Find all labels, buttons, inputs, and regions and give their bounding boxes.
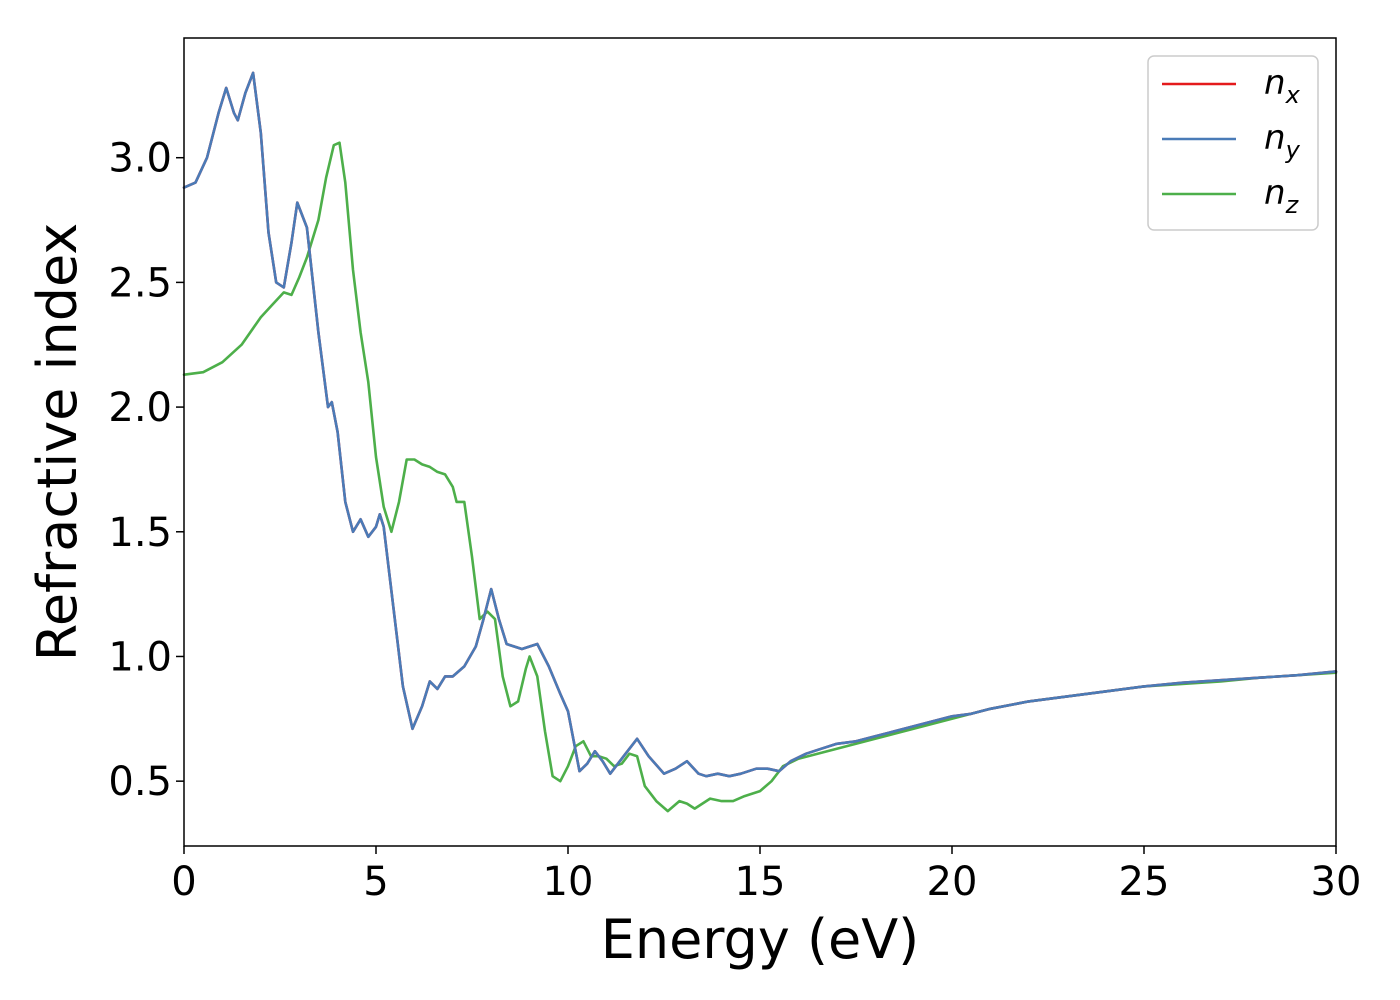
legend-label-base: n (1264, 118, 1286, 158)
x-tick-label: 0 (171, 859, 196, 905)
legend-label-subscript: y (1285, 136, 1301, 164)
x-axis-title: Energy (eV) (601, 908, 920, 971)
y-tick-label: 2.5 (108, 260, 172, 306)
y-tick-label: 3.0 (108, 136, 172, 182)
plot-lines (182, 71, 1338, 813)
legend-label-base: n (1264, 63, 1286, 103)
legend-label-ny: ny (1264, 118, 1301, 164)
legend-label-subscript: x (1285, 81, 1301, 109)
legend-label-subscript: z (1285, 191, 1300, 219)
legend-label-base: n (1264, 173, 1286, 213)
x-axis-ticks: 0 5 10 15 20 25 30 (171, 846, 1361, 905)
y-tick-label: 1.0 (108, 634, 172, 680)
y-axis-title: Refractive index (26, 223, 89, 662)
legend-label-nz: nz (1264, 173, 1300, 219)
legend-box (1147, 55, 1319, 231)
y-tick-label: 0.5 (108, 759, 172, 805)
x-tick-label: 20 (927, 859, 978, 905)
x-tick-label: 10 (543, 859, 594, 905)
x-tick-label: 30 (1311, 859, 1362, 905)
y-tick-label: 2.0 (108, 385, 172, 431)
series-line-nz (182, 141, 1338, 813)
x-tick-label: 15 (735, 859, 786, 905)
y-axis-ticks: 0.5 1.0 1.5 2.0 2.5 3.0 (108, 136, 184, 805)
x-tick-label: 25 (1119, 859, 1170, 905)
legend-label-nx: nx (1264, 63, 1301, 109)
series-line-ny (182, 71, 1338, 778)
y-tick-label: 1.5 (108, 510, 172, 556)
x-tick-label: 5 (363, 859, 388, 905)
